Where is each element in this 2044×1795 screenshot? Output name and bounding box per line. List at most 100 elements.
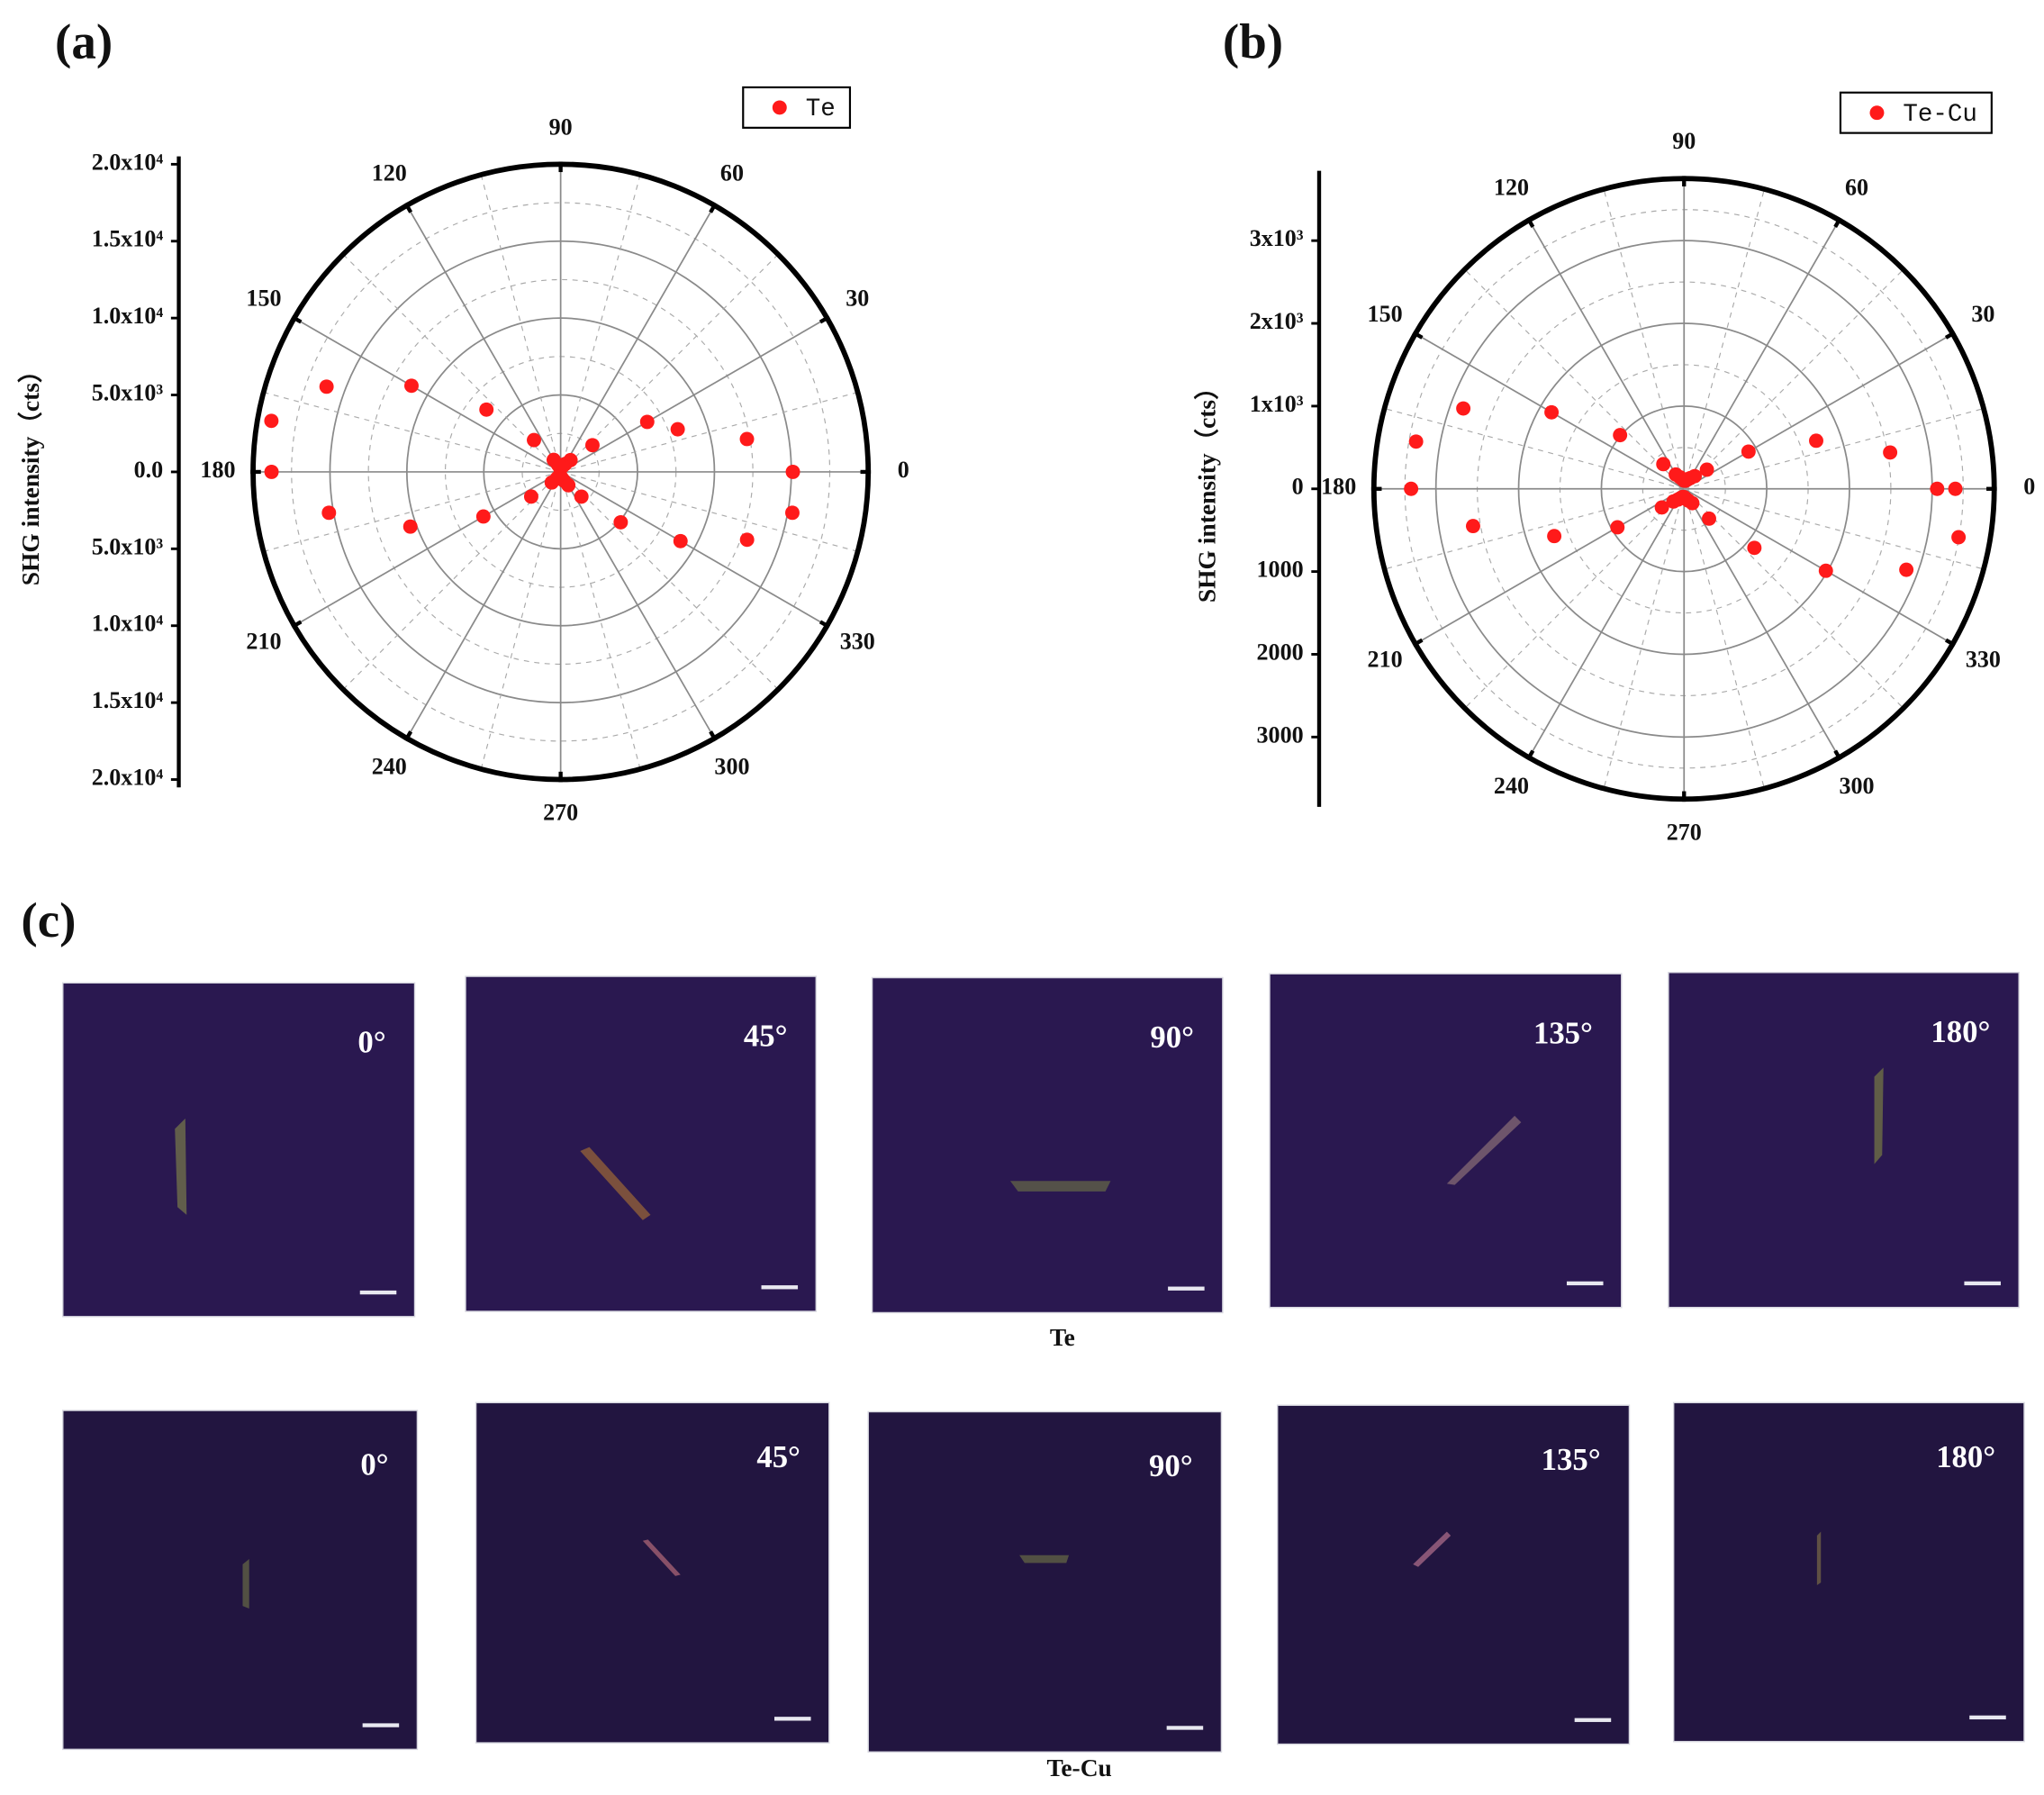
r-tick-label: 1.5x10⁴ — [92, 687, 164, 713]
angle-label: 0° — [360, 1447, 388, 1482]
theta-tick-label: 300 — [714, 754, 749, 780]
scale-bar — [761, 1285, 799, 1290]
micrograph — [62, 1410, 419, 1751]
data-point — [673, 533, 688, 548]
theta-tick-label: 180 — [1321, 474, 1356, 500]
theta-tick-label: 300 — [1839, 773, 1874, 799]
scale-bar — [1166, 1726, 1204, 1730]
grid-spoke — [1528, 220, 1686, 490]
data-point — [739, 532, 755, 548]
grid-spoke — [560, 317, 828, 473]
data-point — [670, 422, 685, 437]
data-point — [1702, 511, 1716, 526]
data-point — [1899, 562, 1914, 577]
data-point — [321, 505, 337, 521]
outer-ring — [1370, 176, 1997, 802]
angle-label: 135° — [1542, 1442, 1601, 1477]
row-caption: Te-Cu — [1047, 1754, 1112, 1781]
micrograph — [62, 982, 416, 1318]
crystal — [1413, 1531, 1452, 1567]
panel-label: (a) — [55, 14, 113, 69]
panel-label: (c) — [21, 893, 76, 947]
grid-spoke — [1415, 488, 1685, 645]
outer-ring — [250, 161, 872, 783]
data-point — [1656, 457, 1671, 472]
crystal — [175, 1118, 187, 1215]
crystal — [642, 1539, 681, 1576]
grid-spoke — [294, 471, 562, 627]
data-point — [319, 379, 334, 394]
crystal — [1816, 1531, 1822, 1585]
angle-label: 90° — [1150, 1020, 1194, 1055]
grid-spoke — [559, 471, 716, 739]
crystal — [1019, 1555, 1070, 1564]
grid-spoke — [406, 204, 562, 473]
grid-spoke — [1683, 488, 1954, 645]
scale-bar — [362, 1723, 400, 1727]
r-tick-label: 2.0x10⁴ — [92, 149, 164, 175]
data-point — [475, 509, 491, 524]
r-tick-label: 5.0x10³ — [92, 533, 164, 559]
micrograph — [1276, 1404, 1631, 1745]
scale-bar — [1574, 1718, 1612, 1722]
data-point — [1544, 404, 1560, 420]
scale-bar — [1168, 1286, 1205, 1291]
data-point — [1685, 495, 1700, 511]
data-point — [404, 378, 419, 394]
theta-tick-label: 60 — [720, 159, 744, 186]
crystal — [242, 1559, 249, 1609]
scale-bar — [1969, 1715, 2006, 1720]
theta-tick-label: 330 — [840, 628, 875, 654]
data-point — [1610, 520, 1625, 535]
theta-tick-label: 30 — [846, 286, 869, 312]
theta-tick-label: 240 — [372, 754, 407, 780]
legend-label: Te-Cu — [1903, 101, 1976, 129]
data-point — [785, 505, 800, 521]
data-point — [546, 452, 561, 467]
data-point — [613, 514, 629, 530]
data-point — [1699, 462, 1714, 477]
data-point — [1654, 500, 1669, 515]
data-point — [1948, 481, 1963, 496]
theta-tick-label: 270 — [543, 800, 578, 826]
data-point — [739, 431, 755, 447]
axis-title: SHG intensity（cts） — [1194, 375, 1221, 603]
crystal — [1874, 1067, 1884, 1165]
crystal — [1446, 1115, 1522, 1185]
data-point — [479, 402, 494, 417]
r-tick-label: 1000 — [1257, 557, 1304, 583]
legend-box — [742, 86, 852, 129]
crystal — [1009, 1181, 1111, 1192]
grid-spoke — [294, 317, 562, 473]
axis-title: SHG intensity（cts） — [17, 358, 44, 586]
r-tick-label: 3x10³ — [1250, 225, 1304, 251]
r-tick-label: 1.5x10⁴ — [92, 226, 164, 252]
legend-marker — [1869, 105, 1885, 121]
data-point — [1747, 540, 1762, 556]
grid-spoke — [1528, 488, 1686, 758]
r-tick-label: 1x10³ — [1250, 391, 1304, 417]
theta-tick-label: 210 — [1368, 647, 1403, 673]
data-point — [561, 477, 576, 493]
scale-bar — [359, 1290, 397, 1295]
data-point — [1547, 529, 1562, 544]
r-tick-label: 0 — [1292, 474, 1304, 500]
data-point — [1951, 530, 1967, 545]
data-point — [1408, 434, 1424, 449]
theta-tick-label: 30 — [1971, 301, 1994, 327]
theta-tick-label: 90 — [1672, 128, 1696, 154]
crystal — [580, 1147, 651, 1220]
angle-label: 180° — [1931, 1014, 1990, 1049]
data-point — [527, 432, 541, 448]
scale-bar — [1566, 1281, 1604, 1286]
r-tick-label: 5.0x10³ — [92, 380, 164, 406]
data-point — [1404, 481, 1419, 496]
data-point — [639, 414, 655, 430]
theta-tick-label: 120 — [1494, 175, 1529, 201]
r-tick-label: 3000 — [1257, 721, 1304, 748]
theta-tick-label: 180 — [200, 457, 235, 483]
data-point — [1465, 519, 1480, 534]
micrograph — [871, 976, 1224, 1314]
scale-bar — [1964, 1281, 2001, 1286]
angle-label: 180° — [1936, 1439, 1995, 1474]
